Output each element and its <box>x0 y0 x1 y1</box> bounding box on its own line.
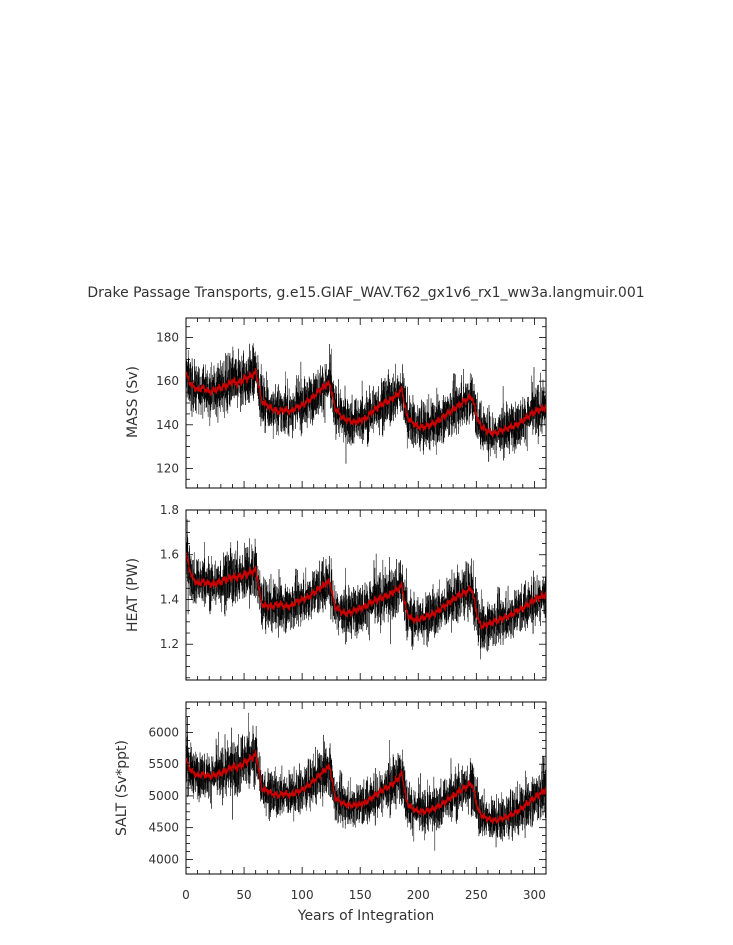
salt-raw-series-line <box>186 712 546 851</box>
heat-panel: HEAT (PW) 1.2 1.4 1.6 1.8 <box>125 503 547 681</box>
mass-axis-label: MASS (Sv) <box>125 366 141 438</box>
mass-raw-series-line <box>186 343 546 464</box>
salt-y-tick-label: 5000 <box>148 789 179 803</box>
salt-y-tick-label: 6000 <box>148 725 179 739</box>
salt-axis-label: SALT (Sv*ppt) <box>114 740 130 836</box>
x-tick-label: 150 <box>349 888 372 902</box>
salt-panel: SALT (Sv*ppt) 4000 4500 5000 5500 6000 <box>114 701 547 875</box>
heat-raw-series-line <box>186 519 546 660</box>
chart-title: Drake Passage Transports, g.e15.GIAF_WAV… <box>87 285 644 301</box>
x-axis-label: Years of Integration <box>297 908 434 924</box>
heat-y-tick-label: 1.2 <box>160 637 179 651</box>
salt-smoothed-series-line <box>186 750 546 825</box>
salt-y-tick-label: 4000 <box>148 852 179 866</box>
x-axis-tick-labels: 0 50 100 150 200 250 300 <box>182 888 546 902</box>
mass-panel: MASS (Sv) 120 140 160 180 <box>125 317 547 489</box>
heat-axis-label: HEAT (PW) <box>125 558 141 632</box>
mass-y-tick-label: 160 <box>156 374 179 388</box>
heat-y-tick-label: 1.6 <box>160 548 179 562</box>
x-tick-label: 250 <box>465 888 488 902</box>
x-tick-label: 50 <box>236 888 251 902</box>
heat-y-tick-label: 1.8 <box>160 503 179 517</box>
heat-y-tick-label: 1.4 <box>160 592 179 606</box>
x-tick-label: 300 <box>523 888 546 902</box>
x-tick-label: 0 <box>182 888 190 902</box>
salt-y-tick-label: 4500 <box>148 821 179 835</box>
salt-y-tick-label: 5500 <box>148 757 179 771</box>
mass-y-tick-label: 180 <box>156 331 179 345</box>
mass-y-tick-label: 120 <box>156 461 179 475</box>
heat-smoothed-series-line <box>186 552 546 631</box>
x-tick-label: 100 <box>291 888 314 902</box>
mass-y-tick-label: 140 <box>156 418 179 432</box>
mass-smoothed-series-line <box>186 368 546 438</box>
x-tick-label: 200 <box>407 888 430 902</box>
